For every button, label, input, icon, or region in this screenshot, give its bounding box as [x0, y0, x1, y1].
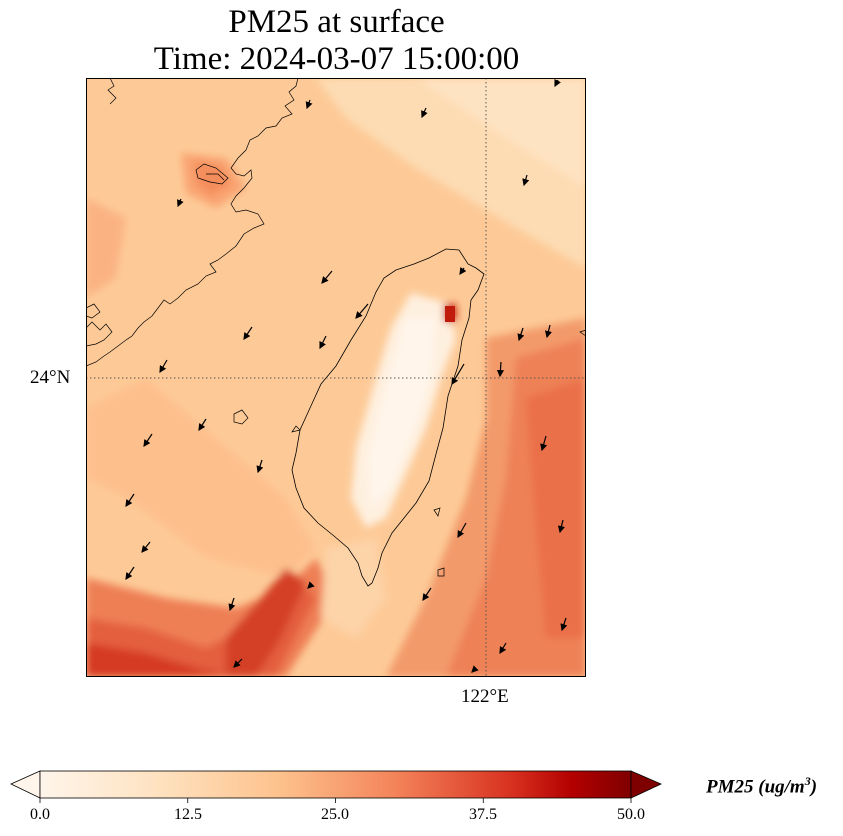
- lon-tick-label: 122°E: [461, 686, 509, 707]
- wind-arrow: [228, 597, 236, 612]
- wind-vectors: [125, 79, 568, 673]
- wind-arrow: [499, 642, 507, 655]
- wind-arrow: [496, 361, 505, 378]
- wind-arrow: [159, 359, 168, 374]
- wind-arrow: [141, 541, 151, 553]
- wind-arrow: [544, 324, 552, 339]
- wind-arrow: [233, 658, 243, 668]
- wind-arrow: [554, 79, 561, 88]
- wind-arrow: [422, 587, 432, 601]
- colorbar-min-extend: [10, 770, 41, 799]
- wind-arrow: [243, 326, 253, 340]
- wind-arrow: [125, 566, 135, 580]
- colorbar-gradient: [39, 770, 632, 799]
- map-canvas: [86, 78, 586, 677]
- wind-arrow: [471, 665, 479, 673]
- lat-tick-label: 24°N: [30, 367, 71, 388]
- map-border: [86, 78, 586, 677]
- map-panel: [86, 78, 586, 677]
- wind-arrow: [305, 99, 313, 110]
- wind-arrow: [517, 327, 525, 342]
- wind-arrow: [557, 519, 565, 534]
- colorbar-tick-label: 0.0: [30, 806, 50, 823]
- wind-arrow: [355, 303, 369, 319]
- wind-arrow: [198, 418, 207, 432]
- wind-arrow: [457, 522, 467, 539]
- fujian-coastline: [86, 78, 299, 367]
- colorbar-tick-label: 12.5: [174, 806, 202, 823]
- wind-arrow: [459, 267, 467, 275]
- wind-arrow: [177, 198, 184, 208]
- taipei-hotspot: [445, 306, 455, 322]
- wind-arrow: [307, 581, 315, 589]
- wind-arrow: [256, 459, 264, 474]
- colorbar-tick-label: 37.5: [469, 806, 497, 823]
- colorbar-title: PM25 (ug/m3): [706, 774, 818, 798]
- taiwan-coastline: [291, 248, 485, 587]
- wind-arrow: [143, 433, 153, 447]
- wind-arrow: [540, 435, 548, 452]
- wind-arrow: [421, 107, 428, 119]
- colorbar-max-extend: [630, 770, 662, 799]
- wind-arrow: [451, 363, 465, 386]
- colorbar-tick-label: 25.0: [321, 806, 349, 823]
- wind-arrow: [319, 335, 327, 350]
- map-subtitle-time: Time: 2024-03-07 15:00:00: [153, 41, 520, 77]
- wind-arrow: [321, 270, 333, 284]
- map-title: PM25 at surface: [228, 4, 445, 40]
- colorbar: [10, 770, 662, 803]
- wind-arrow: [560, 617, 568, 632]
- wind-arrow: [125, 493, 135, 507]
- colorbar-tick-label: 50.0: [617, 806, 645, 823]
- wind-arrow: [522, 174, 530, 187]
- pm25-field: [86, 78, 586, 677]
